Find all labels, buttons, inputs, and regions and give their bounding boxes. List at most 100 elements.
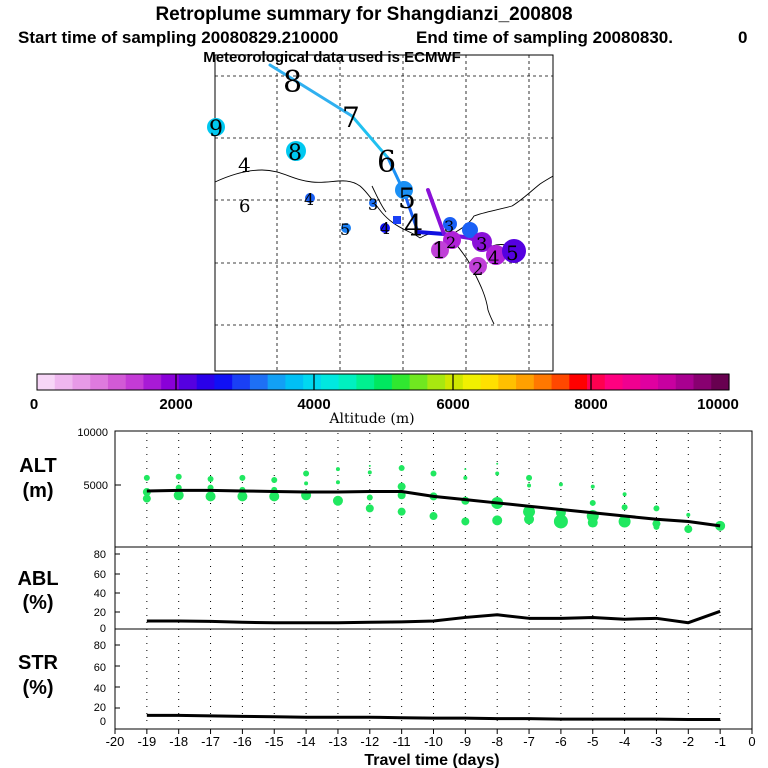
str-ytick-80: 80 xyxy=(94,640,106,652)
alt-point xyxy=(684,525,693,534)
alt-mean-polyline xyxy=(146,488,721,528)
marker-8 xyxy=(286,141,306,161)
colorbar-tick-0: 0 xyxy=(30,396,38,413)
str-ytick-20: 20 xyxy=(94,702,106,714)
alt-ytick-10000: 10000 xyxy=(77,427,108,439)
str-panel-label: STR xyxy=(18,652,59,674)
abl-panel-unit: (%) xyxy=(22,592,53,614)
colorbar-cell xyxy=(675,374,695,390)
x-tick-label: -8 xyxy=(491,734,503,749)
abl-line xyxy=(146,609,721,625)
map-label-20: 4 xyxy=(488,248,499,269)
colorbar-cell xyxy=(196,374,216,390)
map-label-6: 6 xyxy=(377,145,396,180)
abl-ytick-60: 60 xyxy=(94,569,106,581)
alt-point xyxy=(558,482,563,487)
colorbar-cell xyxy=(37,374,56,390)
alt-point xyxy=(398,465,405,472)
map-label-11: 5 xyxy=(340,220,350,239)
alt-point xyxy=(618,515,631,528)
alt-point xyxy=(430,470,437,477)
colorbar-cell xyxy=(143,374,162,390)
x-tick-label: -13 xyxy=(329,734,348,749)
colorbar-cell xyxy=(161,374,180,390)
alt-point xyxy=(368,464,371,467)
colorbar-cell xyxy=(409,374,428,390)
colorbar-tick-4000: 4000 xyxy=(297,396,330,413)
colorbar-cell xyxy=(569,374,588,390)
alt-point xyxy=(142,494,151,503)
colorbar-cell xyxy=(107,374,127,390)
alt-point xyxy=(524,514,535,525)
x-tick-label: -10 xyxy=(424,734,443,749)
map-labels: 8 7 9 8 4 6 6 4 3 5 5 4 4 3 3 2 1 2 5 4 xyxy=(209,65,519,280)
alt-point xyxy=(589,499,596,506)
x-tick-label: -16 xyxy=(233,734,252,749)
alt-point xyxy=(143,474,150,481)
alt-point xyxy=(463,475,468,480)
map-frame xyxy=(214,54,554,372)
map-label-9: 3 xyxy=(368,195,378,214)
alt-point xyxy=(653,523,660,530)
x-tick-label: -4 xyxy=(619,734,631,749)
alt-point xyxy=(335,467,340,472)
alt-point xyxy=(237,491,248,502)
map-label-17: 1 xyxy=(432,239,446,264)
marker-5 xyxy=(341,223,351,233)
x-tick-label: -1 xyxy=(714,734,726,749)
marker-5b xyxy=(502,239,526,263)
colorbar-cell xyxy=(587,374,606,390)
alt-point xyxy=(495,471,500,476)
colorbar-cell xyxy=(356,374,375,390)
alt-mean-line xyxy=(146,488,721,528)
colorbar-tick-6000: 6000 xyxy=(436,396,469,413)
x-tick-label: -9 xyxy=(460,734,472,749)
colorbar-cell xyxy=(533,374,553,390)
colorbar-major-ticks xyxy=(175,374,592,390)
x-tick-label: -5 xyxy=(587,734,599,749)
marker-3d xyxy=(472,232,492,252)
map-label-2: 7 xyxy=(342,101,360,134)
end-time-value: 0 xyxy=(738,28,747,47)
alt-point xyxy=(429,512,438,521)
map-label-8: 4 xyxy=(304,190,314,209)
alt-point xyxy=(526,474,533,481)
marker-square xyxy=(393,216,401,224)
alt-point xyxy=(523,505,536,518)
colorbar-cell xyxy=(303,374,322,390)
x-tick-label: -11 xyxy=(393,734,411,749)
alt-point xyxy=(590,484,595,489)
abl-panel-label: ABL xyxy=(17,568,58,590)
map-label-3: 9 xyxy=(209,117,223,142)
colorbar-cell xyxy=(711,374,730,390)
alt-point xyxy=(304,481,309,486)
str-ytick-0: 0 xyxy=(100,716,106,728)
x-tick-label: -14 xyxy=(297,734,316,749)
colorbar-tick-2000: 2000 xyxy=(159,396,192,413)
colorbar-frame xyxy=(36,373,730,391)
map-label-5: 4 xyxy=(238,153,251,177)
colorbar-cell xyxy=(178,374,198,390)
alt-point xyxy=(205,491,216,502)
marker-3 xyxy=(369,199,377,207)
colorbar-cell xyxy=(214,374,233,390)
colorbar-cell xyxy=(516,374,535,390)
map-label-14: 3 xyxy=(444,217,454,236)
altitude-colorbar: 0 2000 4000 6000 8000 10000 Altitude (m) xyxy=(30,373,739,427)
colorbar-axis-label: Altitude (m) xyxy=(328,411,414,427)
alt-point xyxy=(653,505,660,512)
map-label-15: 3 xyxy=(476,234,487,255)
colorbar-cell xyxy=(285,374,304,390)
alt-point xyxy=(492,515,503,526)
x-tick-label: -3 xyxy=(651,734,663,749)
map-graticule xyxy=(215,55,553,371)
colorbar-cell xyxy=(427,374,446,390)
x-tick-label: -19 xyxy=(137,734,156,749)
alt-point xyxy=(587,517,598,528)
colorbar-cell xyxy=(267,374,287,390)
plot-grid xyxy=(146,433,721,727)
map-label-7: 6 xyxy=(239,196,250,217)
str-line xyxy=(146,713,721,722)
alt-ytick-marks xyxy=(115,430,121,486)
map-label-18: 2 xyxy=(472,259,483,280)
